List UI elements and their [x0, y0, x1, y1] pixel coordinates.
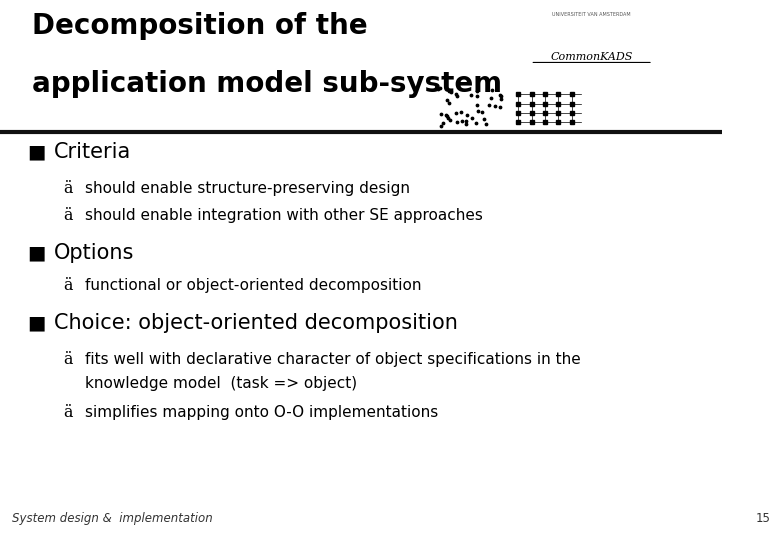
- Point: [443, 86, 456, 95]
- Text: ä: ä: [63, 403, 73, 421]
- Text: ä: ä: [63, 207, 73, 224]
- Text: ■: ■: [27, 143, 46, 162]
- Text: knowledge model  (task => object): knowledge model (task => object): [85, 376, 357, 390]
- Point: [455, 108, 467, 117]
- Point: [441, 112, 453, 120]
- Text: UNIVERSITEIT VAN AMSTERDAM: UNIVERSITEIT VAN AMSTERDAM: [552, 12, 631, 17]
- Point: [450, 109, 463, 118]
- Point: [435, 122, 448, 130]
- Point: [434, 84, 446, 92]
- Text: ä: ä: [63, 350, 73, 368]
- Text: functional or object-oriented decomposition: functional or object-oriented decomposit…: [85, 278, 422, 293]
- Point: [443, 99, 456, 107]
- Point: [451, 92, 463, 100]
- Point: [480, 120, 492, 129]
- Text: ä: ä: [63, 277, 73, 294]
- Text: CommonKADS: CommonKADS: [551, 52, 633, 63]
- Text: application model sub-system: application model sub-system: [33, 70, 502, 98]
- Text: Choice: object-oriented decomposition: Choice: object-oriented decomposition: [54, 313, 458, 333]
- Point: [442, 114, 455, 123]
- Point: [461, 111, 473, 119]
- Point: [460, 117, 473, 126]
- Point: [470, 100, 483, 109]
- Point: [459, 120, 472, 129]
- Point: [495, 94, 508, 103]
- Point: [456, 117, 468, 125]
- Text: fits well with declarative character of object specifications in the: fits well with declarative character of …: [85, 352, 581, 367]
- Point: [471, 106, 484, 115]
- Point: [440, 111, 452, 120]
- Point: [486, 85, 498, 94]
- Point: [484, 93, 497, 102]
- Point: [488, 102, 501, 110]
- Point: [444, 116, 456, 125]
- Point: [495, 92, 508, 100]
- Text: ä: ä: [63, 180, 73, 197]
- Point: [432, 84, 445, 93]
- Point: [483, 100, 495, 109]
- Text: should enable integration with other SE approaches: should enable integration with other SE …: [85, 208, 483, 223]
- Point: [466, 114, 478, 123]
- Text: should enable structure-preserving design: should enable structure-preserving desig…: [85, 181, 410, 196]
- Point: [470, 87, 483, 96]
- Text: 15: 15: [756, 512, 771, 525]
- Text: Options: Options: [54, 243, 134, 263]
- Point: [434, 110, 447, 118]
- Point: [450, 90, 463, 98]
- Point: [437, 119, 449, 127]
- Point: [471, 92, 484, 100]
- Point: [478, 114, 491, 123]
- Point: [494, 103, 506, 111]
- Text: Decomposition of the: Decomposition of the: [33, 12, 368, 40]
- Point: [445, 87, 457, 96]
- Point: [494, 90, 506, 99]
- Text: simplifies mapping onto O-O implementations: simplifies mapping onto O-O implementati…: [85, 404, 438, 420]
- Point: [441, 96, 453, 105]
- Point: [477, 108, 489, 117]
- Text: System design &  implementation: System design & implementation: [12, 512, 212, 525]
- Point: [465, 91, 477, 99]
- Text: ■: ■: [27, 314, 46, 333]
- Point: [470, 119, 483, 127]
- Point: [451, 118, 463, 127]
- Text: Criteria: Criteria: [54, 143, 131, 163]
- Text: ■: ■: [27, 244, 46, 263]
